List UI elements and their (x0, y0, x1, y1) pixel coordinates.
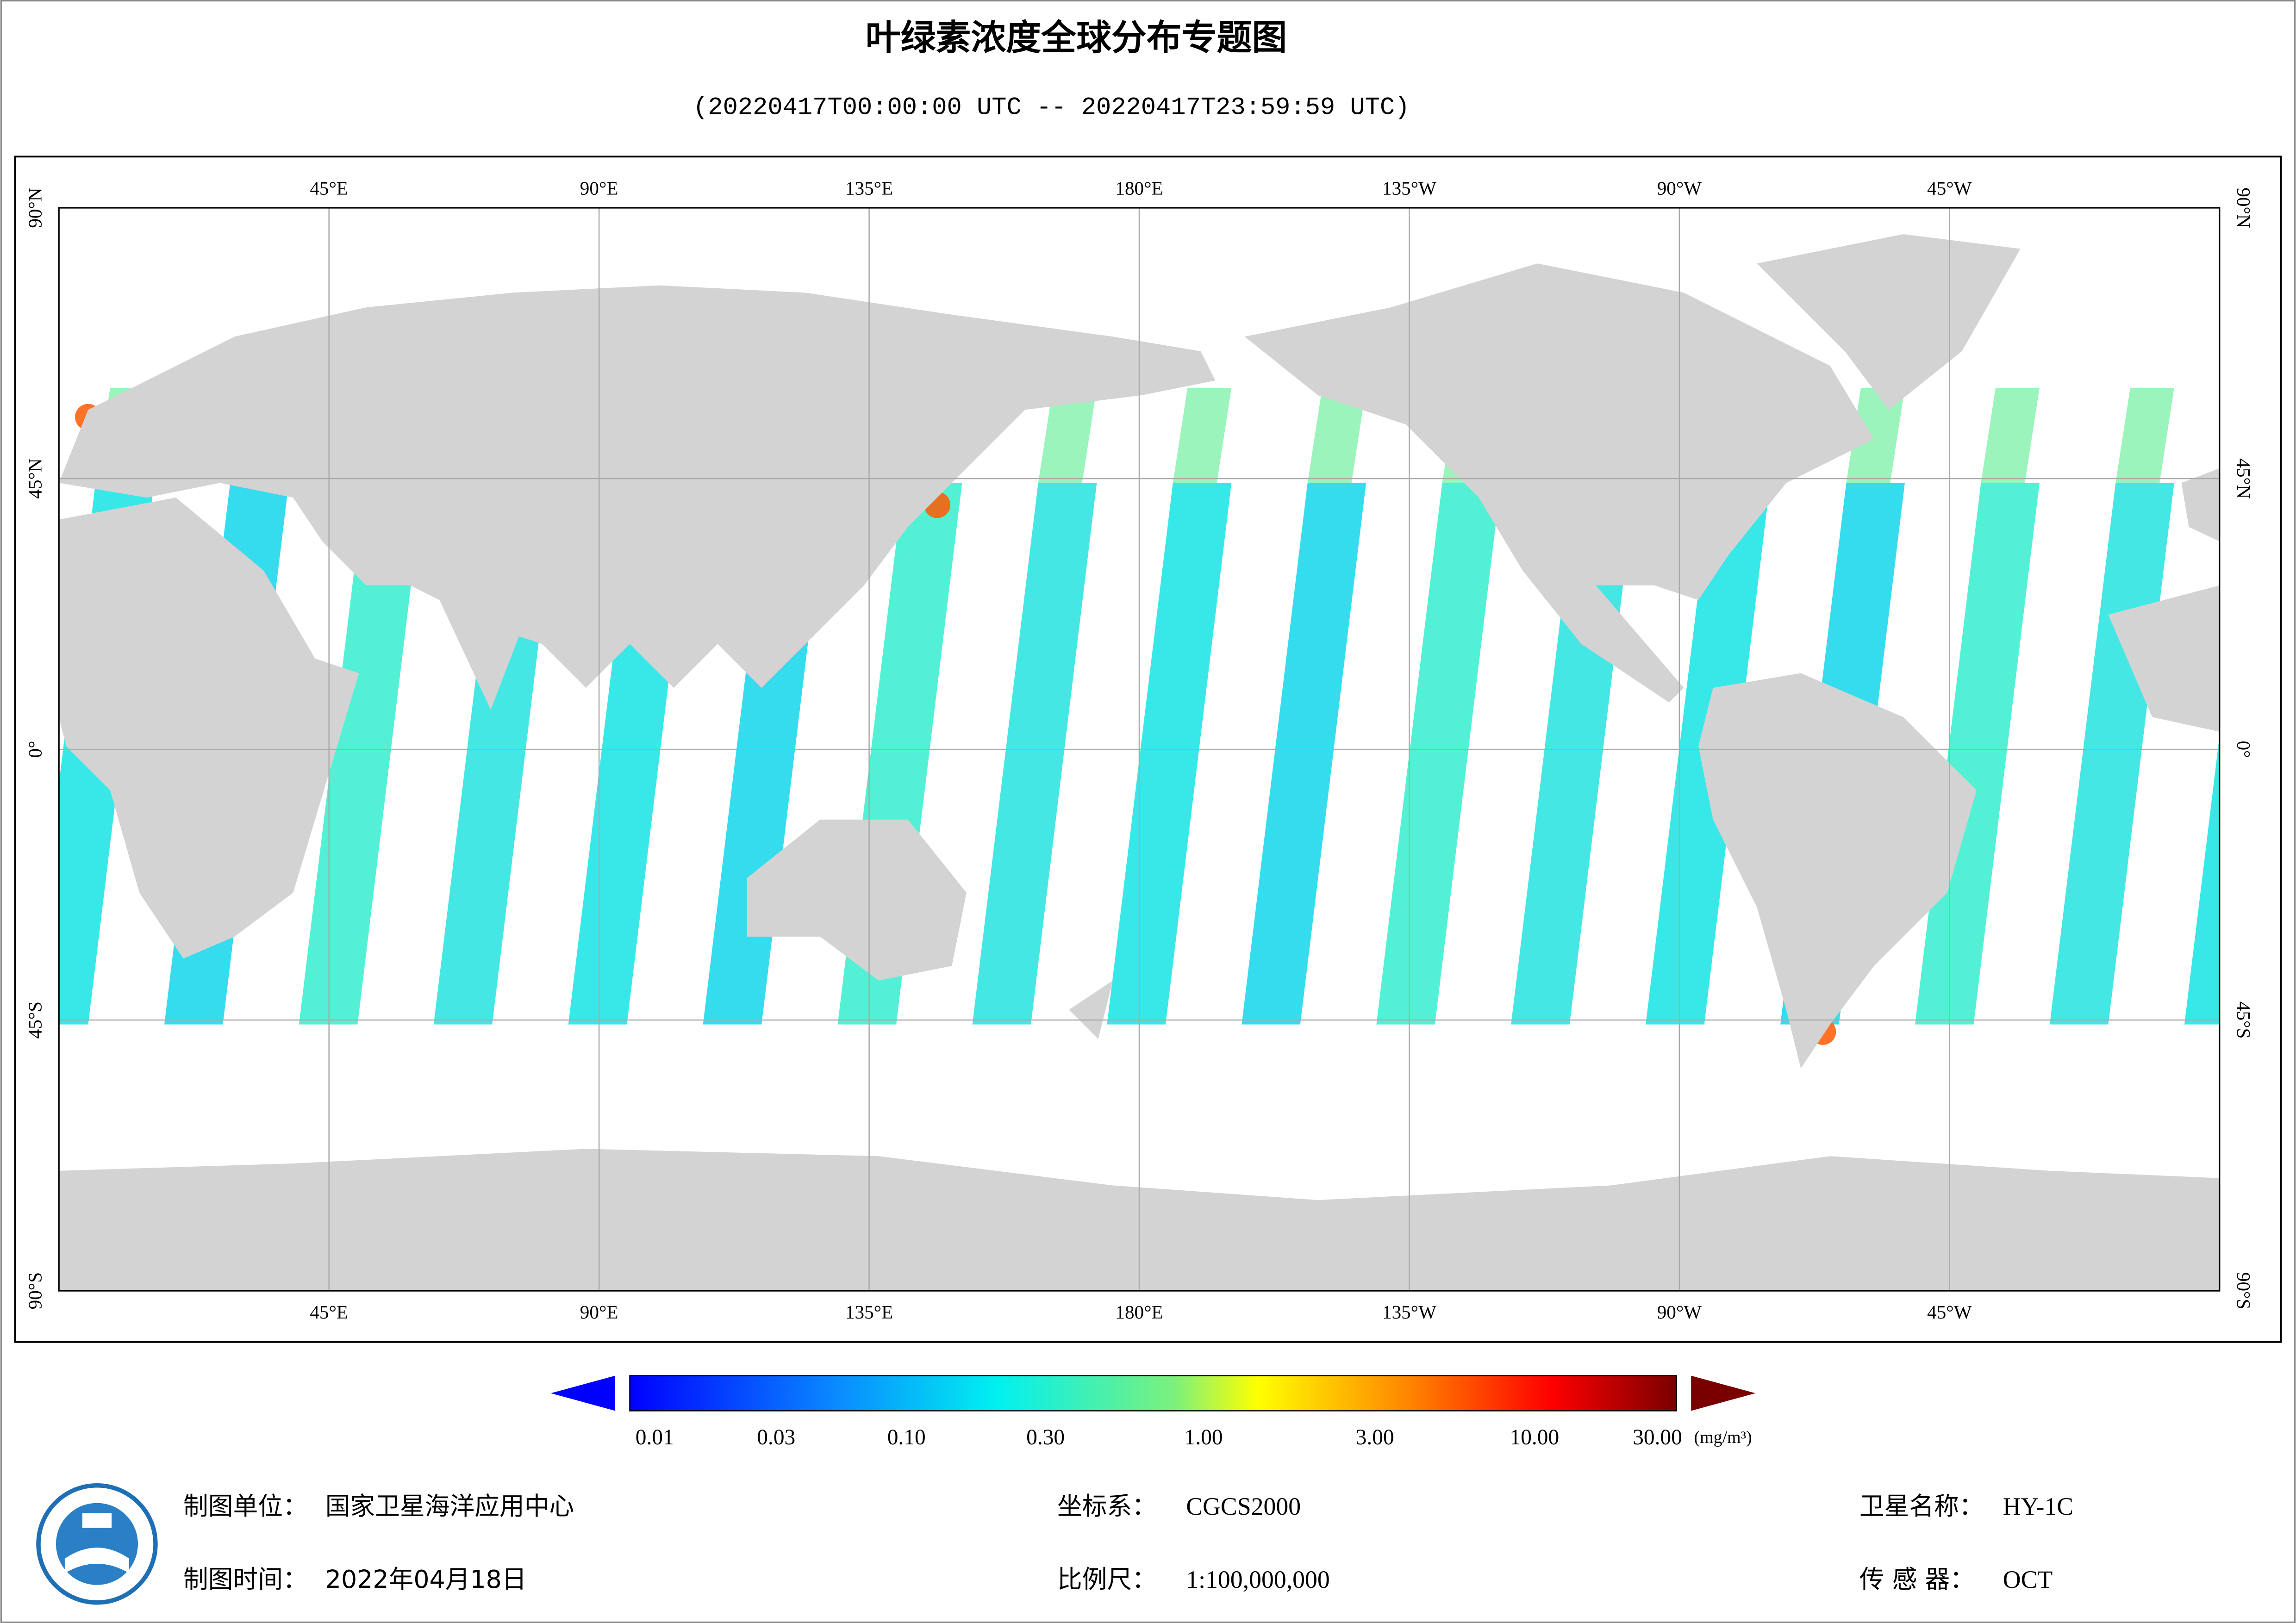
map-border (58, 207, 2221, 1292)
colorbar-ramp (629, 1375, 1677, 1412)
lat-label-right: 45°N (2233, 458, 2254, 498)
lon-label-bottom: 180°E (1115, 1301, 1163, 1323)
swath (1242, 483, 1366, 1025)
lat-label-left: 45°S (24, 1001, 45, 1038)
lon-label-top: 90°E (580, 178, 618, 199)
colorbar-high-arrow (1691, 1375, 1756, 1411)
crs-label: 坐标系： (1057, 1492, 1157, 1521)
unit: 国家卫星海洋应用中心 (325, 1492, 574, 1521)
lon-label-top: 90°W (1657, 178, 1702, 199)
sensor-label: 传 感 器： (1859, 1565, 1975, 1594)
colorbar-label: 0.03 (757, 1425, 795, 1449)
colorbar-unit: (mg/m³) (1694, 1428, 1752, 1447)
colorbar-label: 3.00 (1356, 1425, 1394, 1449)
swath-high-lat (1981, 388, 2040, 483)
lon-label-top: 135°W (1382, 178, 1436, 199)
swath-high-lat (1173, 388, 1232, 483)
lon-label-bottom: 45°W (1927, 1301, 1972, 1323)
colorbar-label: 0.30 (1026, 1425, 1065, 1449)
colorbar-label: 10.00 (1510, 1425, 1559, 1449)
lat-label-right: 90°N (2233, 187, 2254, 228)
sensor: OCT (2003, 1566, 2053, 1593)
lon-label-bottom: 90°W (1657, 1301, 1702, 1323)
lat-label-left: 90°S (24, 1272, 45, 1309)
crs: CGCS2000 (1186, 1492, 1301, 1520)
lat-label-left: 90°N (24, 187, 45, 228)
swath-high-lat (1846, 388, 1905, 483)
colorbar-label: 0.10 (887, 1425, 926, 1449)
scale: 1:100,000,000 (1186, 1566, 1330, 1593)
footer: 制图单位： 国家卫星海洋应用中心 制图时间： 2022年04月18日 坐标系： … (183, 1492, 2073, 1594)
swath (299, 483, 424, 1025)
lon-label-top: 135°E (845, 178, 893, 199)
swath-high-lat (1307, 388, 1366, 483)
swath-high-lat (2115, 388, 2174, 483)
lat-label-right: 90°S (2233, 1272, 2254, 1309)
lat-label-right: 0° (2233, 741, 2254, 758)
satellite: HY-1C (2003, 1492, 2073, 1520)
satellite-label: 卫星名称： (1859, 1492, 1984, 1521)
lon-label-bottom: 135°E (845, 1301, 893, 1323)
lat-label-right: 45°S (2233, 1001, 2254, 1038)
graticule (59, 208, 2220, 1291)
lon-label-bottom: 135°W (1382, 1301, 1436, 1323)
lon-label-bottom: 90°E (580, 1301, 618, 1323)
swath (972, 483, 1097, 1025)
colorbar: 0.01 0.03 0.10 0.30 1.00 3.00 10.00 30.00 (mg/m³… (550, 1375, 1756, 1449)
title: 叶绿素浓度全球分布专题图 (866, 18, 1287, 58)
logo (36, 1483, 158, 1605)
subtitle: (20220417T00:00:00 UTC -- 20220417T23:59… (693, 94, 1410, 122)
swath (2184, 735, 2220, 1025)
lon-label-top: 45°E (310, 178, 348, 199)
lon-label-top: 180°E (1115, 178, 1163, 199)
unit-label: 制图单位： (183, 1492, 308, 1521)
colorbar-low-arrow (550, 1375, 615, 1411)
lat-label-left: 45°N (24, 458, 45, 498)
lon-label-top: 45°W (1927, 178, 1972, 199)
colorbar-label: 30.00 (1633, 1425, 1682, 1449)
colorbar-label: 0.01 (636, 1425, 674, 1449)
swath-high-lat (1038, 388, 1097, 483)
scale-label: 比例尺： (1057, 1565, 1157, 1594)
swath (1107, 483, 1232, 1025)
date-label: 制图时间： (183, 1565, 308, 1594)
swath (1376, 483, 1501, 1025)
lat-label-left: 0° (24, 741, 45, 758)
map-frame (14, 155, 2282, 1343)
colorbar-label: 1.00 (1185, 1425, 1223, 1449)
lon-label-bottom: 45°E (310, 1301, 348, 1323)
date: 2022年04月18日 (325, 1565, 527, 1594)
